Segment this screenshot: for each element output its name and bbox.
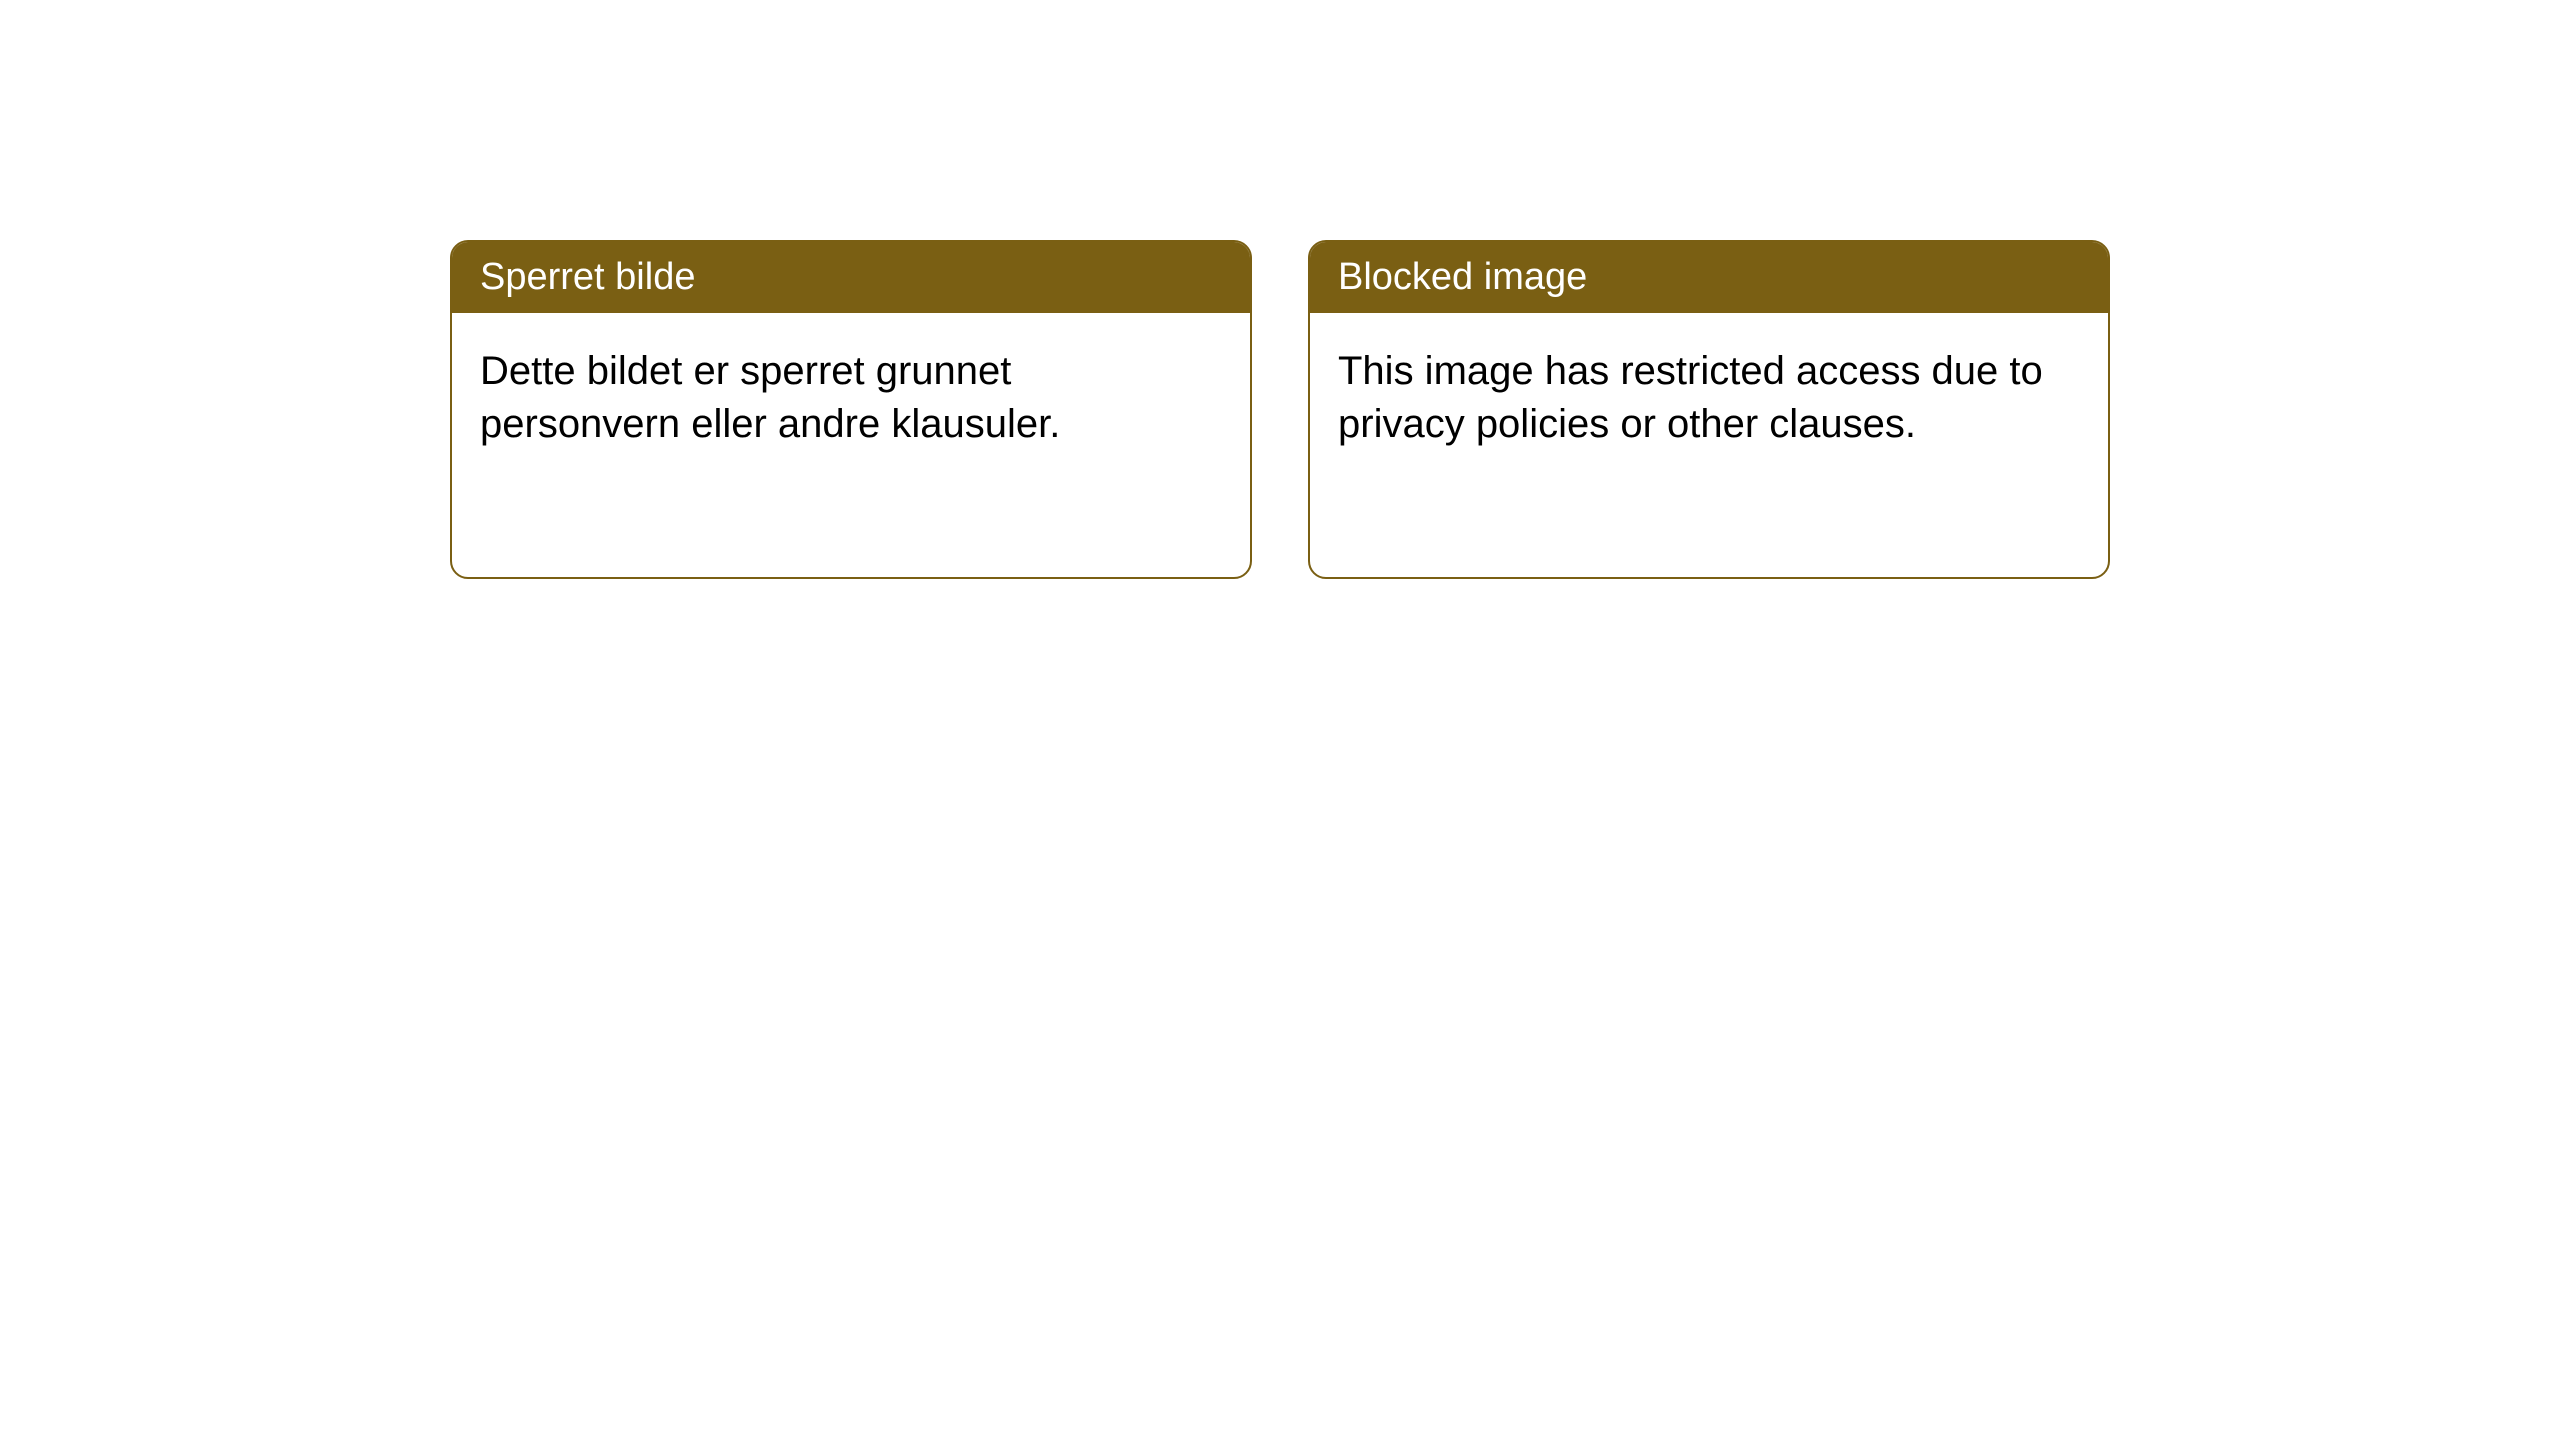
card-body-en: This image has restricted access due to … [1310, 313, 2108, 577]
blocked-image-card-no: Sperret bilde Dette bildet er sperret gr… [450, 240, 1252, 579]
card-title-no: Sperret bilde [452, 242, 1250, 313]
blocked-image-card-en: Blocked image This image has restricted … [1308, 240, 2110, 579]
blocked-image-cards: Sperret bilde Dette bildet er sperret gr… [450, 240, 2110, 579]
card-body-no: Dette bildet er sperret grunnet personve… [452, 313, 1250, 577]
card-title-en: Blocked image [1310, 242, 2108, 313]
